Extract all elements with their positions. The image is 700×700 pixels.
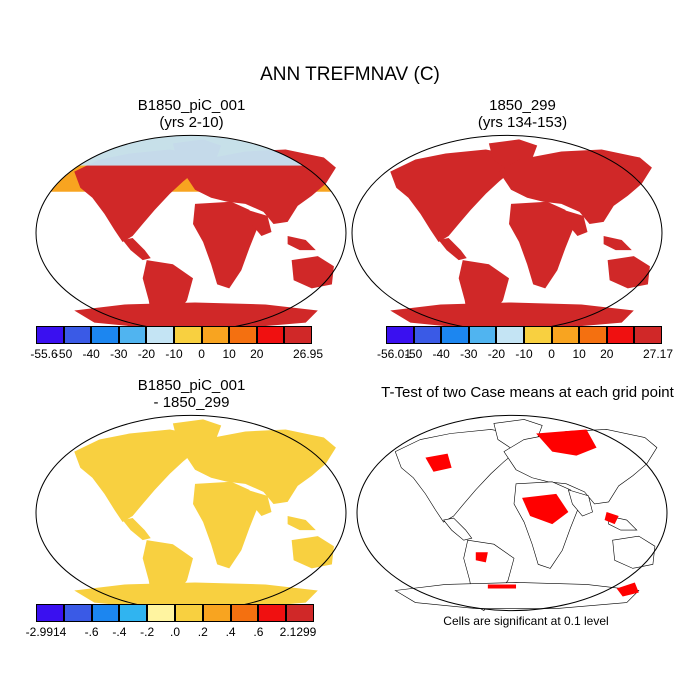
map-panel-2 <box>351 134 663 332</box>
colorbar-label: 26.95 <box>292 347 324 361</box>
colorbar-case1: -55.6 -50 -40 -30 -20 -10 0 10 20 26.95 <box>30 326 323 366</box>
colorbar-swatch <box>91 604 120 622</box>
colorbar-label: 10 <box>572 347 586 361</box>
colorbar-swatch <box>468 326 497 344</box>
colorbar-swatch <box>118 326 147 344</box>
colorbar-label: -40 <box>432 347 450 361</box>
colorbar-swatch <box>174 326 202 344</box>
land-temperature <box>390 139 652 331</box>
colorbar-swatch <box>91 326 119 344</box>
colorbar-label: 20 <box>250 347 264 361</box>
colorbar-label: -20 <box>487 347 506 361</box>
colorbar-label: -30 <box>110 347 128 361</box>
panel-3-title-line1: B1850_piC_001 <box>137 377 246 394</box>
colorbar-swatch <box>441 326 469 344</box>
panel-3-title: B1850_piC_001 - 1850_299 <box>34 377 349 411</box>
panel-4-title-line1: T-Test of two Case means at each grid po… <box>381 384 674 401</box>
colorbar-swatch <box>119 604 148 622</box>
colorbar-swatch <box>63 326 92 344</box>
colorbar-label: 20 <box>600 347 614 361</box>
colorbar-swatch <box>286 604 314 622</box>
colorbar-label: -10 <box>165 347 183 361</box>
colorbar-swatch <box>634 326 662 344</box>
colorbar-label: .0 <box>169 625 181 639</box>
panel-1-title-line2: (yrs 2-10) <box>159 114 224 131</box>
panel-4-title: T-Test of two Case means at each grid po… <box>355 384 700 401</box>
panel-2-title-line1: 1850_299 <box>489 97 556 114</box>
colorbar-swatch <box>386 326 414 344</box>
colorbar-swatch <box>256 326 285 344</box>
panel-2-title: 1850_299 (yrs 134-153) <box>350 97 695 131</box>
map-panel-3 <box>35 414 347 612</box>
land-outline <box>394 418 658 612</box>
colorbar-label: 0 <box>548 347 555 361</box>
colorbar-label: -20 <box>137 347 156 361</box>
map-panel-1 <box>35 134 347 332</box>
land-temperature <box>36 135 346 331</box>
colorbar-swatch <box>175 604 203 622</box>
colorbar-label: -56.01 <box>376 347 412 361</box>
colorbar-swatch <box>258 604 287 622</box>
colorbar-label: 2.1299 <box>279 625 317 639</box>
colorbar-label: -.4 <box>112 625 127 639</box>
colorbar-swatch <box>201 326 230 344</box>
colorbar-swatch <box>63 604 92 622</box>
colorbar-label: -.6 <box>84 625 99 639</box>
colorbar-swatch <box>36 604 64 622</box>
colorbar-label: .2 <box>197 625 208 639</box>
significance-note: Cells are significant at 0.1 level <box>443 614 609 628</box>
colorbar-swatch <box>606 326 635 344</box>
colorbar-case2: -56.01 -50 -40 -30 -20 -10 0 10 20 27.17 <box>377 326 673 366</box>
colorbar-label: -50 <box>54 347 73 361</box>
panel-1-title-line1: B1850_piC_001 <box>137 97 246 114</box>
colorbar-swatch <box>496 326 524 344</box>
colorbar-swatch <box>230 604 259 622</box>
colorbar-swatch <box>146 326 174 344</box>
colorbar-label: -30 <box>460 347 478 361</box>
colorbar-label: -50 <box>404 347 423 361</box>
colorbar-label: .4 <box>225 625 236 639</box>
colorbar-label: -10 <box>515 347 533 361</box>
panel-3-title-line2: - 1850_299 <box>153 394 230 411</box>
colorbar-swatch <box>229 326 257 344</box>
colorbar-label: 10 <box>222 347 236 361</box>
globe-outline <box>356 414 668 612</box>
colorbar-label: 27.17 <box>642 347 674 361</box>
colorbar-label: -40 <box>82 347 100 361</box>
colorbar-swatch <box>551 326 580 344</box>
panel-2-title-line2: (yrs 134-153) <box>477 114 568 131</box>
colorbar-label: -2.9914 <box>25 625 67 639</box>
map-panel-4 <box>356 414 668 612</box>
colorbar-label: 0 <box>198 347 205 361</box>
colorbar-label: -55.6 <box>30 347 58 361</box>
colorbar-swatch <box>413 326 442 344</box>
colorbar-swatch <box>36 326 64 344</box>
colorbar-swatch <box>579 326 607 344</box>
colorbar-swatch <box>147 604 175 622</box>
colorbar-label: -.2 <box>140 625 155 639</box>
land-difference <box>74 419 336 611</box>
significant-cells <box>425 429 639 597</box>
panel-1-title: B1850_piC_001 (yrs 2-10) <box>34 97 349 131</box>
colorbar-swatch <box>524 326 552 344</box>
colorbar-swatch <box>202 604 231 622</box>
colorbar-swatch <box>284 326 312 344</box>
colorbar-difference: -2.9914 -.6 -.4 -.2 .0 .2 .4 .6 2.1299 <box>26 604 317 644</box>
main-title: ANN TREFMNAV (C) <box>260 64 440 85</box>
colorbar-label: .6 <box>253 625 264 639</box>
